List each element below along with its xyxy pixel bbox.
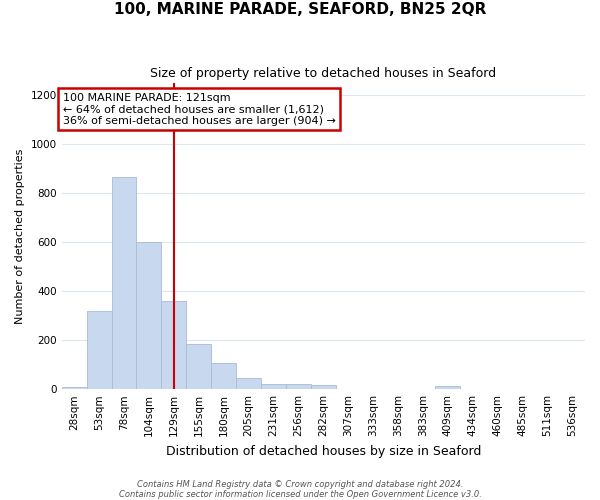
Bar bbox=[136, 242, 161, 389]
Bar bbox=[186, 344, 211, 389]
Bar bbox=[436, 386, 460, 389]
Text: 100, MARINE PARADE, SEAFORD, BN25 2QR: 100, MARINE PARADE, SEAFORD, BN25 2QR bbox=[114, 2, 486, 18]
Text: 100 MARINE PARADE: 121sqm
← 64% of detached houses are smaller (1,612)
36% of se: 100 MARINE PARADE: 121sqm ← 64% of detac… bbox=[63, 93, 336, 126]
Bar bbox=[286, 384, 311, 389]
Bar bbox=[211, 364, 236, 389]
Text: Contains HM Land Registry data © Crown copyright and database right 2024.
Contai: Contains HM Land Registry data © Crown c… bbox=[119, 480, 481, 499]
Bar bbox=[112, 178, 136, 389]
Bar bbox=[236, 378, 261, 389]
X-axis label: Distribution of detached houses by size in Seaford: Distribution of detached houses by size … bbox=[166, 444, 481, 458]
Title: Size of property relative to detached houses in Seaford: Size of property relative to detached ho… bbox=[150, 68, 496, 80]
Bar bbox=[62, 386, 86, 389]
Bar bbox=[86, 311, 112, 389]
Bar bbox=[311, 385, 336, 389]
Bar bbox=[261, 384, 286, 389]
Y-axis label: Number of detached properties: Number of detached properties bbox=[15, 148, 25, 324]
Bar bbox=[161, 301, 186, 389]
